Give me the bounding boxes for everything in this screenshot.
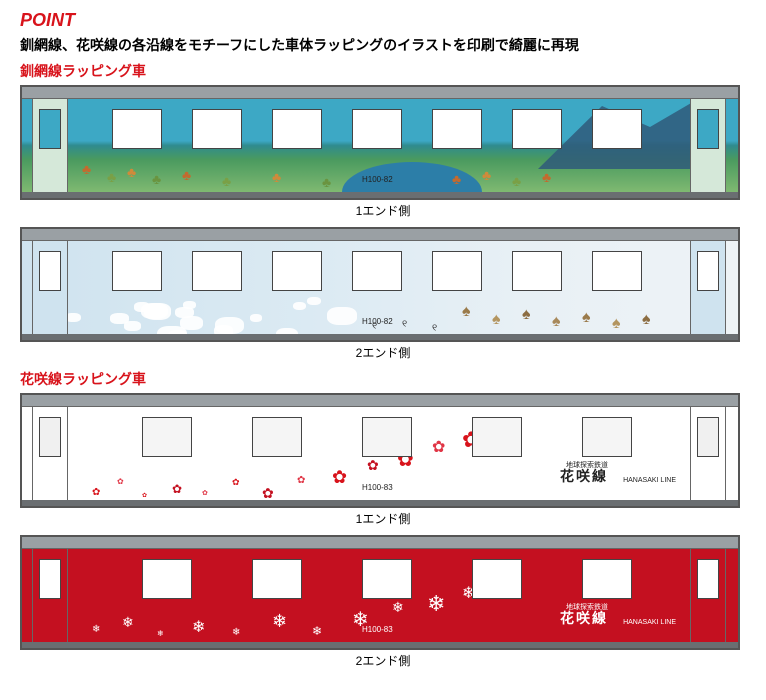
train-senmo-end1: ♣♣♣♣♣♣♣♣♣♣♣♣H100-82: [20, 85, 740, 200]
roof: [22, 229, 738, 241]
door: [32, 549, 68, 642]
window: [592, 251, 642, 291]
window: [432, 251, 482, 291]
window: [472, 417, 522, 457]
unit-label: H100-82: [362, 317, 393, 326]
caption-4: 2エンド側: [20, 652, 746, 669]
train-body: ♣♣♣♣♣♣♣♣♣♣♣♣H100-82: [22, 99, 738, 192]
window: [362, 417, 412, 457]
window: [192, 109, 242, 149]
point-label: POINT: [20, 10, 746, 31]
window: [192, 251, 242, 291]
window: [362, 559, 412, 599]
train-1-wrap: ♣♣♣♣♣♣♣♣♣♣♣♣H100-82 1エンド側: [20, 85, 746, 219]
floor: [22, 334, 738, 340]
unit-label: H100-82: [362, 175, 393, 184]
train-body: ❄❄❄❄❄❄❄❄❄❄❄❄H100-83地球探索鉄道花咲線HANASAKI LIN…: [22, 549, 738, 642]
caption-1: 1エンド側: [20, 202, 746, 219]
window: [352, 251, 402, 291]
door: [32, 407, 68, 500]
train-3-wrap: ✿✿✿✿✿✿✿✿✿✿✿✿✿✿H100-83地球探索鉄道花咲線HANASAKI L…: [20, 393, 746, 527]
roof: [22, 395, 738, 407]
roof: [22, 87, 738, 99]
window: [142, 417, 192, 457]
window: [512, 251, 562, 291]
train-body: ♠♠♠♠♠♠♠୧୧୧H100-82: [22, 241, 738, 334]
door: [690, 407, 726, 500]
train-hanasaki-end1: ✿✿✿✿✿✿✿✿✿✿✿✿✿✿H100-83地球探索鉄道花咲線HANASAKI L…: [20, 393, 740, 508]
window: [142, 559, 192, 599]
window: [472, 559, 522, 599]
line-name-label: 花咲線: [560, 466, 608, 486]
train-2-wrap: ♠♠♠♠♠♠♠୧୧୧H100-82 2エンド側: [20, 227, 746, 361]
window: [272, 251, 322, 291]
window: [252, 417, 302, 457]
floor: [22, 192, 738, 198]
caption-2: 2エンド側: [20, 344, 746, 361]
section-title-1: 釧網線ラッピング車: [20, 61, 746, 81]
roof: [22, 537, 738, 549]
door: [690, 241, 726, 334]
train-senmo-end2: ♠♠♠♠♠♠♠୧୧୧H100-82: [20, 227, 740, 342]
window: [112, 109, 162, 149]
door: [690, 549, 726, 642]
door: [32, 241, 68, 334]
window: [432, 109, 482, 149]
caption-3: 1エンド側: [20, 510, 746, 527]
line-name-label: 花咲線: [560, 608, 608, 628]
train-hanasaki-end2: ❄❄❄❄❄❄❄❄❄❄❄❄H100-83地球探索鉄道花咲線HANASAKI LIN…: [20, 535, 740, 650]
line-name-en-label: HANASAKI LINE: [623, 619, 676, 626]
window: [272, 109, 322, 149]
door: [32, 99, 68, 192]
train-body: ✿✿✿✿✿✿✿✿✿✿✿✿✿✿H100-83地球探索鉄道花咲線HANASAKI L…: [22, 407, 738, 500]
line-name-en-label: HANASAKI LINE: [623, 477, 676, 484]
window: [512, 109, 562, 149]
window: [352, 109, 402, 149]
window: [112, 251, 162, 291]
unit-label: H100-83: [362, 625, 393, 634]
unit-label: H100-83: [362, 483, 393, 492]
floor: [22, 642, 738, 648]
floor: [22, 500, 738, 506]
train-4-wrap: ❄❄❄❄❄❄❄❄❄❄❄❄H100-83地球探索鉄道花咲線HANASAKI LIN…: [20, 535, 746, 669]
window: [582, 559, 632, 599]
window: [252, 559, 302, 599]
window: [582, 417, 632, 457]
door: [690, 99, 726, 192]
description: 釧網線、花咲線の各沿線をモチーフにした車体ラッピングのイラストを印刷で綺麗に再現: [20, 35, 746, 55]
section-title-2: 花咲線ラッピング車: [20, 369, 746, 389]
window: [592, 109, 642, 149]
